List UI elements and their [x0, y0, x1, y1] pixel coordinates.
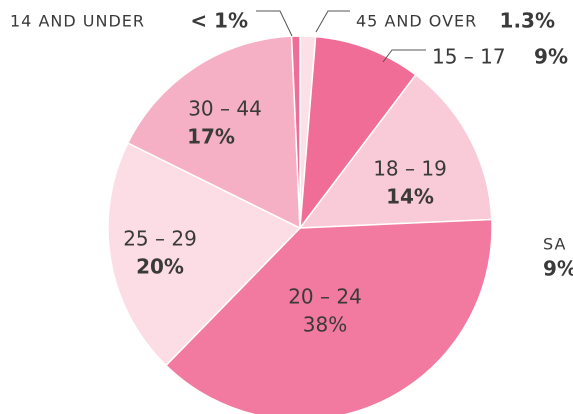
slice-label: 30 – 44: [188, 97, 262, 121]
leader-line: [315, 10, 350, 33]
slice-value-label: 17%: [187, 125, 235, 149]
slice-label: 18 – 19: [373, 157, 447, 181]
slice-value-label: < 1%: [190, 9, 248, 33]
pie-slice: [126, 35, 301, 230]
slice-value-label: 14%: [386, 185, 434, 209]
slice-label: 15 – 17: [432, 45, 506, 69]
pie-slice: [299, 35, 417, 231]
slice-value-label: 38%: [303, 313, 347, 337]
annotation: SA: [543, 235, 566, 254]
pie-slice: [164, 218, 493, 414]
annotation: 9%: [543, 257, 573, 281]
slice-value-label: 1.3%: [500, 9, 555, 33]
leader-line: [256, 10, 293, 37]
slice-value-label: 20%: [136, 255, 184, 279]
pie-slice: [298, 73, 493, 229]
slice-label: 25 – 29: [123, 227, 197, 251]
pie-slice: [107, 141, 302, 367]
slice-value-label: 9%: [534, 45, 568, 69]
slice-label: 20 – 24: [288, 285, 362, 309]
slice-label: 14 AND UNDER: [10, 12, 145, 31]
slice-label: 45 AND OVER: [356, 12, 477, 31]
leader-line: [382, 49, 426, 63]
